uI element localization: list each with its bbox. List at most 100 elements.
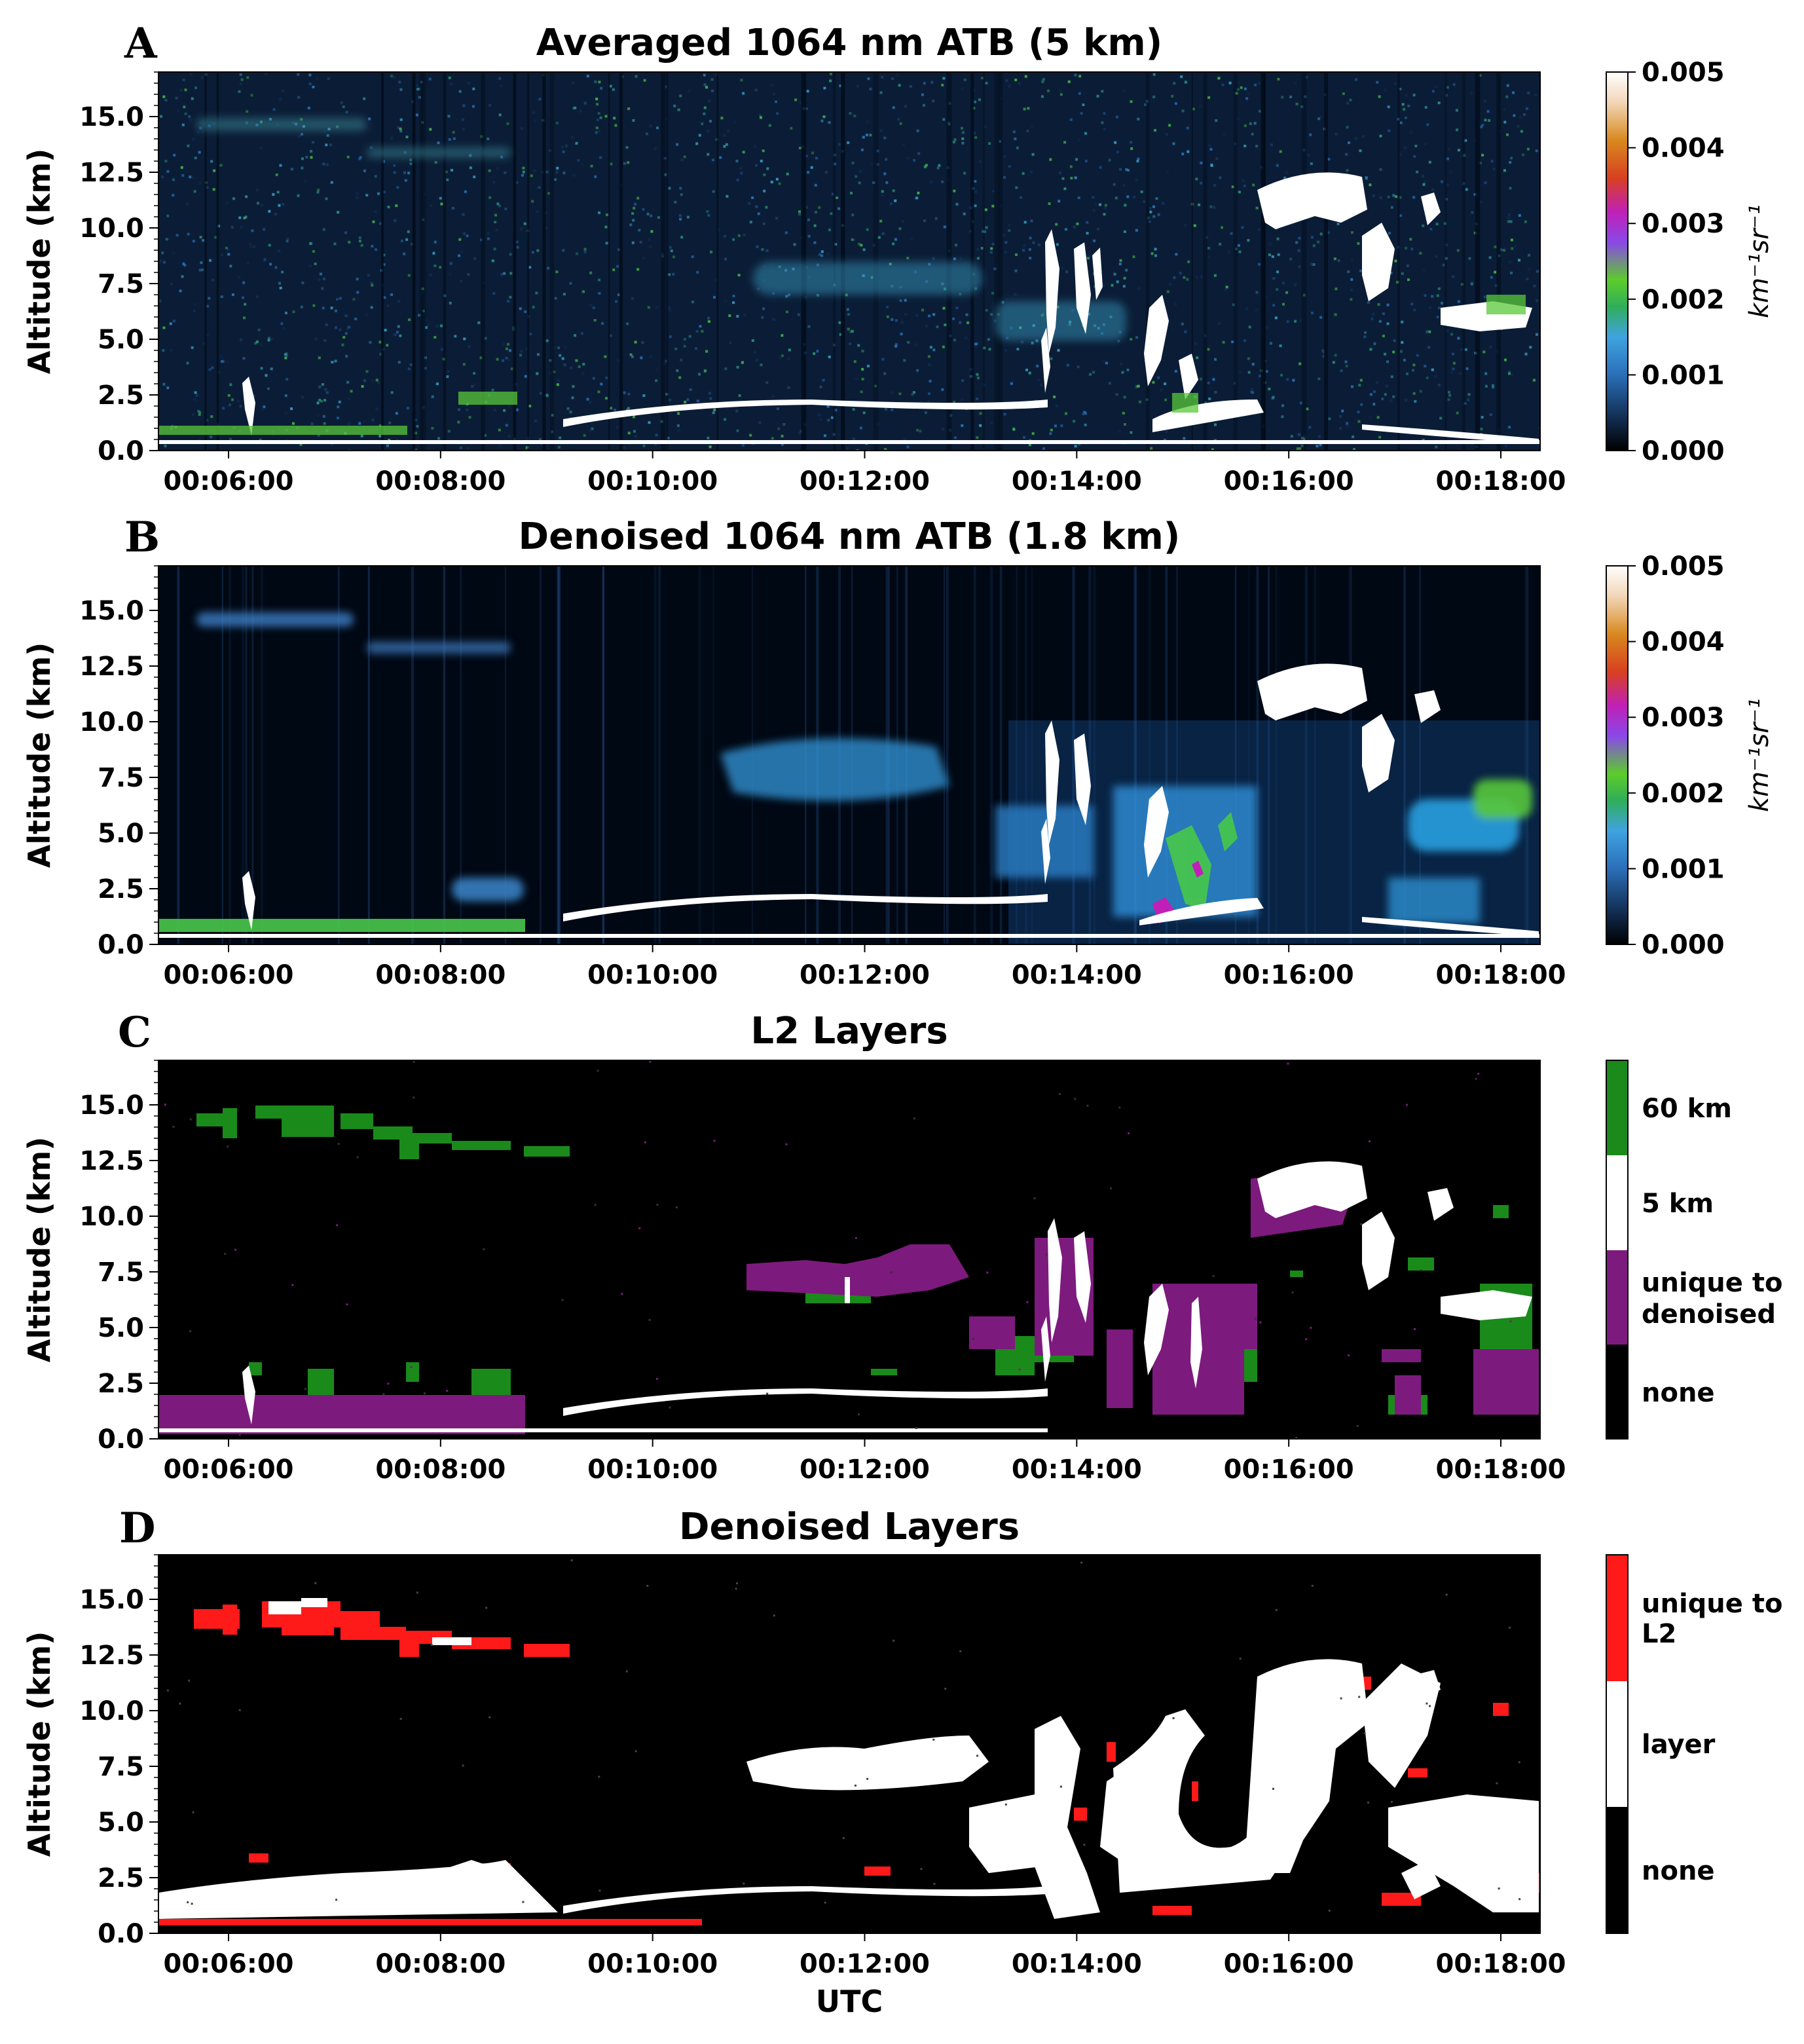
colorbar-tick-label: 0.002 (1642, 285, 1725, 315)
panel-title: L2 Layers (750, 1010, 948, 1052)
category-legend: unique to L2 layer none (1606, 1554, 1782, 1934)
panel-c: C L2 Layers (22, 1008, 1782, 1485)
y-tick-label: 0.0 (98, 436, 144, 466)
legend-swatch-5km (1606, 1155, 1628, 1250)
x-axis: 00:06:00 00:08:00 00:10:00 00:12:00 00:14:00… (164, 451, 1566, 496)
colorbar-label: km⁻¹sr⁻¹ (1744, 204, 1775, 318)
legend-label: 60 km (1642, 1094, 1732, 1124)
y-tick-label: 12.5 (79, 652, 144, 682)
colorbar: 0.000 0.001 0.002 0.003 0.004 0.005 km⁻¹sr⁻¹ (1606, 551, 1775, 960)
y-tick-label: 5.0 (98, 819, 144, 849)
heatmap-image (158, 72, 1540, 451)
x-tick-label: 00:06:00 (164, 960, 294, 990)
x-tick-label: 00:14:00 (1012, 466, 1142, 496)
legend-swatch-unique-to-denoised (1606, 1250, 1628, 1345)
x-tick-label: 00:18:00 (1436, 466, 1566, 496)
category-legend: 60 km 5 km unique to denoised none (1606, 1060, 1782, 1440)
x-tick-label: 00:10:00 (587, 466, 718, 496)
x-tick-label: 00:10:00 (587, 1949, 718, 1979)
x-tick-label: 00:08:00 (375, 1949, 506, 1979)
legend-swatch-unique-to-l2 (1606, 1555, 1628, 1681)
y-tick-label: 12.5 (79, 158, 144, 188)
panel-d: D Denoised Layers (22, 1504, 1782, 2019)
legend-label: unique to denoised (1642, 1268, 1782, 1329)
panel-a: A Averaged 1064 nm ATB (5 km) (22, 19, 1775, 496)
y-tick-label: 15.0 (79, 596, 144, 626)
x-tick-label: 00:16:00 (1224, 960, 1354, 990)
heatmap-image (158, 1555, 1540, 1933)
y-tick-label: 2.5 (98, 874, 144, 904)
y-tick-label: 2.5 (98, 381, 144, 411)
y-axis-label: Altitude (km) (22, 1137, 57, 1363)
y-axis: 0.0 2.5 5.0 7.5 10.0 12.5 15.0 (79, 1060, 158, 1455)
x-tick-label: 00:16:00 (1224, 1455, 1354, 1485)
y-axis: 0.0 2.5 5.0 7.5 10.0 12.5 15.0 (79, 1554, 158, 1949)
y-tick-label: 5.0 (98, 1808, 144, 1838)
x-tick-label: 00:06:00 (164, 1949, 294, 1979)
x-tick-label: 00:18:00 (1436, 1949, 1566, 1979)
colorbar-tick-label: 0.003 (1642, 209, 1725, 239)
colorbar-tick-label: 0.000 (1642, 436, 1725, 466)
y-tick-label: 2.5 (98, 1369, 144, 1399)
y-tick-label: 10.0 (79, 1202, 144, 1232)
colorbar: 0.000 0.001 0.002 0.003 0.004 0.005 km⁻¹sr⁻¹ (1606, 58, 1775, 466)
panel-label: C (118, 1008, 151, 1057)
y-tick-label: 5.0 (98, 325, 144, 355)
colorbar-tick-label: 0.005 (1642, 551, 1725, 582)
x-axis: 00:06:00 00:08:00 00:10:00 00:12:00 00:14:00… (164, 1439, 1566, 1485)
y-axis-label: Altitude (km) (22, 642, 57, 868)
colorbar-tick-label: 0.005 (1642, 58, 1725, 88)
colorbar-tick-label: 0.001 (1642, 360, 1725, 390)
x-tick-label: 00:08:00 (375, 1455, 506, 1485)
x-tick-label: 00:14:00 (1012, 1949, 1142, 1979)
y-axis-label: Altitude (km) (22, 1631, 57, 1857)
x-axis-label: UTC (816, 1984, 883, 2019)
panel-label: B (124, 513, 160, 562)
legend-swatch-60km (1606, 1060, 1628, 1155)
x-tick-label: 00:12:00 (800, 960, 930, 990)
x-tick-label: 00:08:00 (375, 466, 506, 496)
panel-b: B Denoised 1064 nm ATB (1.8 km) (22, 513, 1775, 990)
y-tick-label: 0.0 (98, 930, 144, 960)
x-tick-label: 00:12:00 (800, 1455, 930, 1485)
y-tick-label: 15.0 (79, 1585, 144, 1615)
x-axis: 00:06:00 00:08:00 00:10:00 00:12:00 00:14:00… (164, 944, 1566, 990)
legend-label: layer (1642, 1730, 1716, 1760)
panel-label: D (119, 1504, 156, 1553)
x-axis: 00:06:00 00:08:00 00:10:00 00:12:00 00:14:00… (164, 1933, 1566, 1979)
colorbar-tick-label: 0.004 (1642, 627, 1725, 658)
x-tick-label: 00:12:00 (800, 1949, 930, 1979)
legend-label: none (1642, 1378, 1715, 1408)
heatmap-image (158, 1060, 1540, 1439)
y-tick-label: 7.5 (98, 269, 144, 299)
y-tick-label: 7.5 (98, 1257, 144, 1288)
colorbar-tick-label: 0.004 (1642, 134, 1725, 164)
x-tick-label: 00:06:00 (164, 466, 294, 496)
legend-swatch-none (1606, 1345, 1628, 1439)
panel-title: Averaged 1064 nm ATB (5 km) (536, 22, 1163, 64)
y-tick-label: 15.0 (79, 1090, 144, 1121)
x-tick-label: 00:10:00 (587, 1455, 718, 1485)
x-tick-label: 00:14:00 (1012, 960, 1142, 990)
panel-label: A (124, 19, 158, 68)
x-tick-label: 00:18:00 (1436, 1455, 1566, 1485)
colorbar-tick-label: 0.000 (1642, 930, 1725, 960)
x-tick-label: 00:06:00 (164, 1455, 294, 1485)
colorbar-tick-label: 0.001 (1642, 854, 1725, 884)
y-axis: 0.0 2.5 5.0 7.5 10.0 12.5 15.0 (79, 565, 158, 960)
y-tick-label: 10.0 (79, 1696, 144, 1726)
x-tick-label: 00:16:00 (1224, 466, 1354, 496)
y-tick-label: 12.5 (79, 1641, 144, 1671)
panel-title: Denoised 1064 nm ATB (1.8 km) (519, 515, 1181, 558)
x-tick-label: 00:16:00 (1224, 1949, 1354, 1979)
y-tick-label: 0.0 (98, 1919, 144, 1949)
legend-label: none (1642, 1856, 1715, 1886)
heatmap-image (158, 566, 1540, 944)
y-tick-label: 10.0 (79, 707, 144, 737)
y-axis: 0.0 2.5 5.0 7.5 10.0 12.5 15.0 (79, 71, 158, 466)
y-tick-label: 7.5 (98, 763, 144, 793)
y-tick-label: 0.0 (98, 1424, 144, 1455)
y-tick-label: 10.0 (79, 214, 144, 244)
x-tick-label: 00:12:00 (800, 466, 930, 496)
